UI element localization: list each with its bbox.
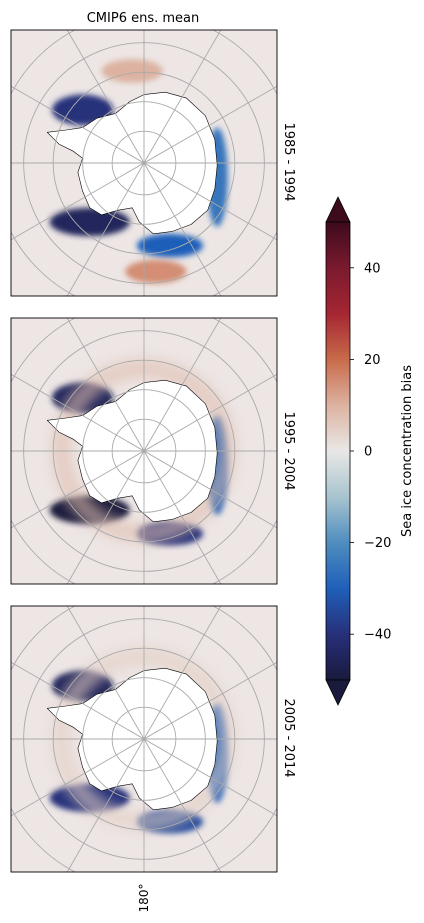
panel-label-1985-1994: 1985 - 1994 (281, 122, 296, 201)
map-frame (10, 29, 278, 297)
colorbar-tick-label: 20 (364, 353, 381, 368)
colorbar-label: Sea ice concentration bias (400, 365, 415, 537)
panel-2005-2014 (10, 605, 278, 873)
colorbar-tick-label: 0 (364, 445, 372, 460)
bias-region (51, 94, 114, 126)
longitude-gridline (66, 30, 222, 296)
bias-region (101, 59, 163, 83)
panel-1985-1994 (10, 29, 278, 297)
colorbar-tick-label: −20 (364, 536, 391, 551)
bias-region (125, 259, 187, 284)
figure-title: CMIP6 ens. mean (87, 11, 200, 26)
colorbar-gradient (325, 221, 351, 681)
bias-region (49, 207, 130, 237)
panel-label-2005-2014: 2005 - 2014 (281, 698, 296, 777)
colorbar: 40 20 0 −20 −40 Sea ice concentration bias (325, 196, 415, 706)
colorbar-tick-label: −40 (364, 628, 391, 643)
longitude-gridline (66, 318, 222, 584)
bias-region (136, 233, 204, 258)
panel-label-1995-2004: 1995 - 2004 (281, 411, 296, 490)
map-frame (10, 317, 278, 585)
map-frame (10, 605, 278, 873)
colorbar-tick-label: 40 (364, 261, 381, 276)
longitude-gridline (66, 606, 222, 872)
longitude-label: 180° (137, 884, 151, 913)
colorbar-extend-min (325, 679, 351, 706)
colorbar-extend-max (325, 196, 351, 223)
panel-1995-2004 (10, 317, 278, 585)
